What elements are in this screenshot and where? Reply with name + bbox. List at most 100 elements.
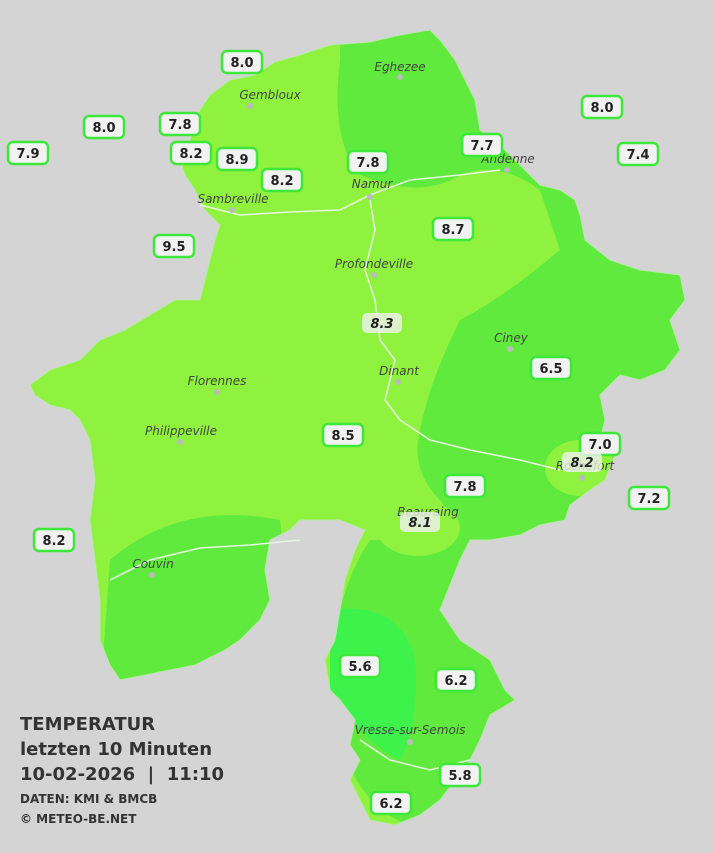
station-box [338, 653, 382, 679]
town-dot [371, 272, 377, 278]
title: TEMPERATUR [20, 714, 155, 735]
station-value: 7.8 [453, 480, 476, 495]
town-name: Gembloux [239, 88, 301, 102]
town-dot [149, 572, 155, 578]
station-box [220, 49, 264, 75]
station-box [346, 149, 390, 175]
station-box [369, 790, 413, 816]
station-value: 8.2 [270, 174, 293, 189]
town-name: Florennes [188, 374, 247, 388]
station: 7.8 [443, 473, 487, 499]
timestamp: 10-02-2026 | 11:10 [20, 764, 224, 785]
station: 8.5 [321, 422, 365, 448]
station: 8.2 [260, 167, 304, 193]
station-box [562, 452, 602, 472]
station-value: 8.2 [42, 534, 65, 549]
town-name: Dinant [379, 364, 420, 378]
station: 7.8 [346, 149, 390, 175]
station: 7.0 [578, 431, 622, 457]
station: 8.9 [215, 146, 259, 172]
town-dot [397, 74, 403, 80]
station-box [529, 355, 573, 381]
station: 8.0 [580, 94, 624, 120]
station: 6.5 [529, 355, 573, 381]
town-dot [177, 439, 183, 445]
station-box [400, 512, 440, 532]
station-box [362, 313, 402, 333]
station-box [431, 216, 475, 242]
station-value: 8.2 [179, 147, 202, 162]
station-value: 8.0 [92, 121, 115, 136]
town-name: Namur [352, 177, 394, 191]
subtitle: letzten 10 Minuten [20, 739, 212, 760]
station: 5.6 [338, 653, 382, 679]
station: 8.3 [362, 313, 402, 333]
station-value: 7.4 [626, 148, 649, 163]
station: 8.0 [82, 114, 126, 140]
station-box [460, 132, 504, 158]
station-value: 8.0 [590, 101, 613, 116]
station-value: 7.7 [470, 139, 493, 154]
town-name: Couvin [132, 557, 173, 571]
station-box [616, 141, 660, 167]
station-box [434, 667, 478, 693]
town-dot [395, 379, 401, 385]
station-box [215, 146, 259, 172]
station-value: 6.2 [444, 674, 467, 689]
station-box [152, 233, 196, 259]
rivers [109, 169, 561, 771]
station: 7.8 [158, 111, 202, 137]
town-dot [214, 389, 220, 395]
station-box [32, 527, 76, 553]
source: DATEN: KMI & BMCB [20, 792, 157, 806]
station-box [321, 422, 365, 448]
station-box [580, 94, 624, 120]
town-name: Ciney [494, 331, 529, 345]
town-dot [579, 475, 585, 481]
station: 7.4 [616, 141, 660, 167]
town-dot [367, 194, 373, 200]
station-value: 8.9 [225, 153, 248, 168]
credit: © METEO-BE.NET [20, 812, 137, 826]
town-dot [504, 167, 510, 173]
station-box [169, 140, 213, 166]
station: 6.2 [369, 790, 413, 816]
station: 8.2 [32, 527, 76, 553]
station-box [82, 114, 126, 140]
town-name: Philippeville [145, 424, 217, 438]
station: 8.2 [562, 452, 602, 472]
station: 8.1 [400, 512, 440, 532]
station-box [438, 762, 482, 788]
town-name: Vresse-sur-Semois [355, 723, 466, 737]
town-name: Sambreville [197, 192, 268, 206]
town-name: Eghezee [374, 60, 425, 74]
station: 5.8 [438, 762, 482, 788]
station: 6.2 [434, 667, 478, 693]
station-value: 8.3 [370, 317, 393, 332]
station-value: 8.1 [408, 516, 431, 531]
station-box [627, 485, 671, 511]
station-value: 5.6 [348, 660, 371, 675]
town-dot [229, 207, 235, 213]
station: 9.5 [152, 233, 196, 259]
station: 7.2 [627, 485, 671, 511]
station-box [443, 473, 487, 499]
town-name: Profondeville [335, 257, 413, 271]
town-dot [407, 739, 413, 745]
station-box [260, 167, 304, 193]
station-value: 7.8 [356, 156, 379, 171]
town-dot [247, 103, 253, 109]
station-value: 8.7 [441, 223, 464, 238]
station-value: 6.5 [539, 362, 562, 377]
station-value: 6.2 [379, 797, 402, 812]
station-value: 5.8 [448, 769, 471, 784]
station: 7.9 [6, 140, 50, 166]
station: 8.0 [220, 49, 264, 75]
station-value: 7.9 [16, 147, 39, 162]
station-value: 9.5 [162, 240, 185, 255]
town-dot [507, 346, 513, 352]
station: 8.7 [431, 216, 475, 242]
station-box [158, 111, 202, 137]
station: 7.7 [460, 132, 504, 158]
